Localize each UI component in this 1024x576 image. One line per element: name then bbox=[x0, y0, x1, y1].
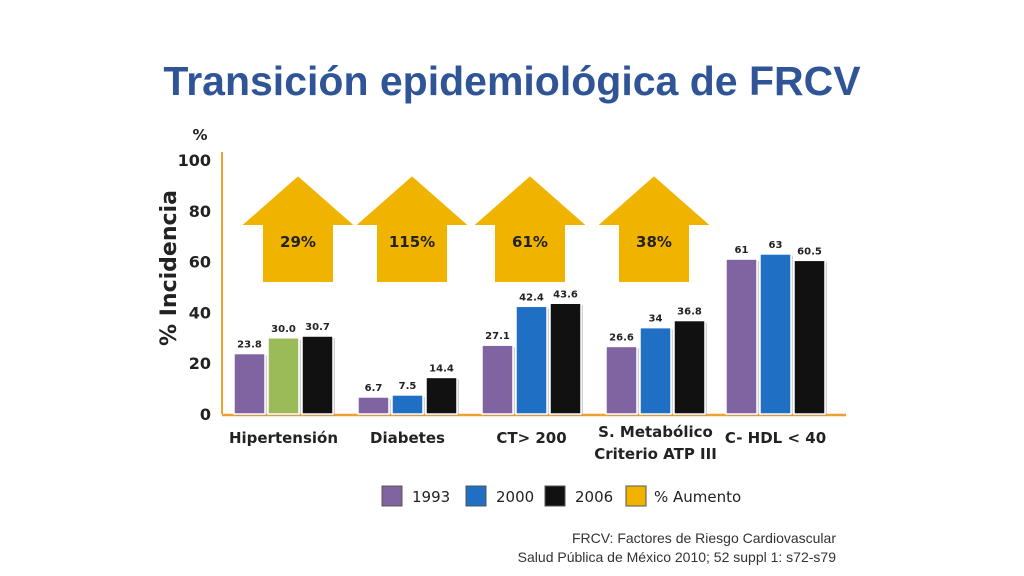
legend-label: % Aumento bbox=[654, 488, 741, 506]
x-category-label: CT> 200 bbox=[496, 429, 566, 447]
footnote-line-2: Salud Pública de México 2010; 52 suppl 1… bbox=[517, 549, 836, 565]
data-label: 30.0 bbox=[271, 324, 296, 335]
data-label: 61 bbox=[735, 245, 749, 256]
x-category-label: Diabetes bbox=[370, 429, 445, 447]
increase-label: 61% bbox=[512, 233, 548, 251]
increase-label: 115% bbox=[389, 233, 435, 251]
data-label: 7.5 bbox=[399, 381, 417, 392]
bar-1993 bbox=[357, 396, 390, 415]
increase-label: 38% bbox=[636, 233, 672, 251]
legend-label: 1993 bbox=[412, 488, 450, 506]
y-unit-label: % bbox=[192, 126, 207, 144]
y-tick-label: 40 bbox=[189, 303, 211, 322]
bar-2000 bbox=[391, 394, 424, 415]
page-title: Transición epidemiológica de FRCV bbox=[163, 58, 861, 104]
bar-2000 bbox=[515, 305, 548, 415]
bar-2006 bbox=[301, 335, 334, 415]
bar-1993 bbox=[605, 345, 638, 415]
x-category-label: Criterio ATP III bbox=[594, 445, 717, 463]
bar-2006 bbox=[793, 259, 826, 415]
legend-swatch bbox=[381, 485, 403, 507]
data-label: 14.4 bbox=[429, 363, 454, 374]
data-label: 26.6 bbox=[609, 332, 634, 343]
bar-2006 bbox=[549, 302, 582, 415]
y-tick-label: 20 bbox=[189, 354, 211, 373]
bar-1993 bbox=[725, 258, 758, 415]
legend-label: 2006 bbox=[575, 488, 613, 506]
data-label: 36.8 bbox=[677, 307, 702, 318]
data-label: 30.7 bbox=[305, 322, 330, 333]
data-label: 27.1 bbox=[485, 331, 510, 342]
bar-2000 bbox=[267, 337, 300, 415]
data-label: 60.5 bbox=[797, 246, 822, 257]
increase-label: 29% bbox=[280, 233, 316, 251]
legend-label: 2000 bbox=[496, 488, 534, 506]
y-tick-label: 0 bbox=[200, 405, 211, 424]
bar-1993 bbox=[481, 344, 514, 415]
footnote-line-1: FRCV: Factores de Riesgo Cardiovascular bbox=[571, 530, 836, 546]
data-label: 43.6 bbox=[553, 289, 578, 300]
data-label: 42.4 bbox=[519, 292, 544, 303]
x-category-label: C- HDL < 40 bbox=[725, 429, 826, 447]
data-label: 23.8 bbox=[237, 340, 262, 351]
bar-2006 bbox=[673, 319, 706, 415]
bar-2006 bbox=[425, 376, 458, 415]
legend-swatch bbox=[544, 485, 566, 507]
increase-arrow bbox=[469, 173, 591, 284]
data-label: 6.7 bbox=[365, 383, 383, 394]
legend-swatch bbox=[625, 485, 647, 507]
y-tick-label: 80 bbox=[189, 202, 211, 221]
legend-swatch bbox=[465, 485, 487, 507]
data-label: 63 bbox=[769, 240, 783, 251]
x-category-label: S. Metabólico bbox=[598, 423, 713, 441]
y-tick-label: 60 bbox=[189, 253, 211, 272]
increase-arrow bbox=[593, 173, 715, 284]
data-label: 34 bbox=[649, 314, 663, 325]
increase-arrow bbox=[351, 173, 473, 284]
bar-2000 bbox=[639, 326, 672, 415]
y-tick-label: 100 bbox=[178, 151, 211, 170]
increase-arrow bbox=[237, 173, 359, 284]
bar-2000 bbox=[759, 253, 792, 415]
x-category-label: Hipertensión bbox=[229, 429, 338, 447]
y-axis-title: % Incidencia bbox=[157, 190, 182, 346]
bar-1993 bbox=[233, 352, 266, 415]
